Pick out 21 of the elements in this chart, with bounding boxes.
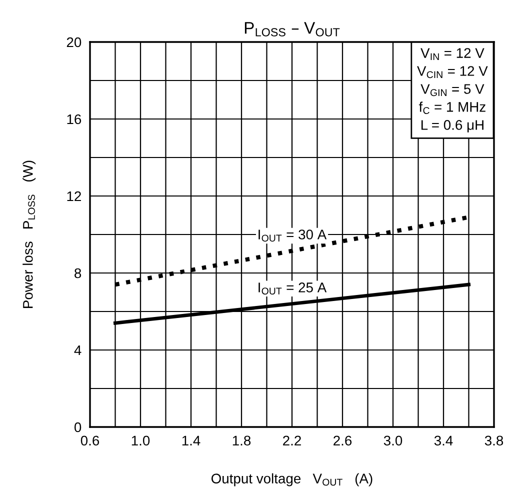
y-tick-label: 4 [74,345,82,356]
x-tick-label: 3.4 [434,436,453,446]
text: Power loss P$_{LOSS}$ (W) [22,160,36,308]
y-tick-label: 16 [67,114,82,124]
series-label: I$_{OUT}$ = 30 A [258,230,327,242]
x-tick-label: 2.6 [334,436,352,446]
chart-title: P$_{LOSS}$ – V$_{OUT}$ [244,22,340,36]
text: V$_{IN}$ = 12 V V$_{CIN}$ = 12 V V$_{GIN}$ = 5 V f$_{C}$ = 1 MHz L = 0.6 μH [417,48,488,132]
x-tick-label: 3.8 [484,436,504,446]
y-tick-label: 20 [66,37,82,48]
x-tick-label: 1.4 [182,436,200,446]
x-tick-label: 1.8 [232,436,251,446]
y-tick-label: 0 [74,422,82,432]
x-tick-label: 2.2 [283,436,301,446]
x-tick-label: 1.0 [132,436,150,446]
y-tick-label: 8 [74,268,82,278]
text: Output voltage V$_{OUT}$ (A) [211,473,372,486]
y-tick-label: 12 [67,191,81,202]
x-tick-label: 0.6 [80,436,100,446]
series-label: I$_{OUT}$ = 25 A [258,282,327,295]
x-tick-label: 3.0 [384,436,402,446]
